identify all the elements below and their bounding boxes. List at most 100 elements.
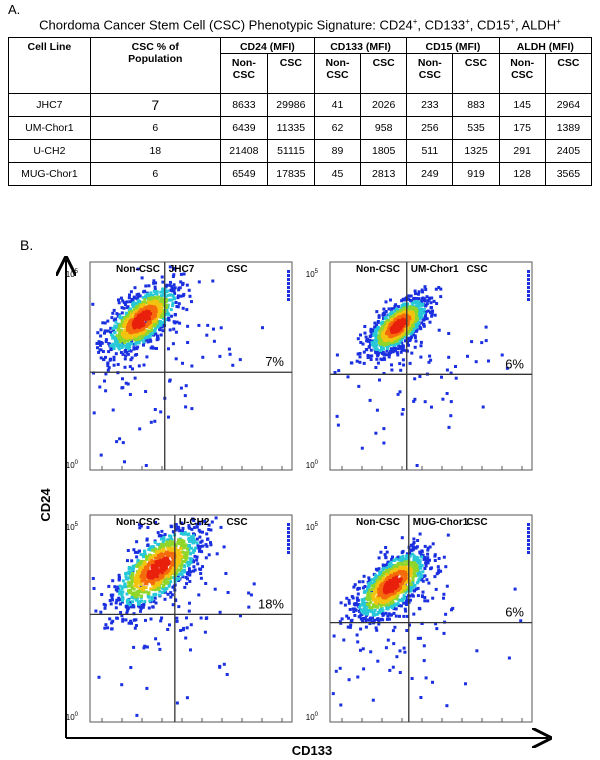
- event-dot: [391, 596, 395, 600]
- table-row: U-CH2 18 21408 51115 89 1805 511 1325 291 2405: [8, 139, 593, 163]
- event-dot: [411, 578, 415, 582]
- event-dot: [393, 349, 397, 353]
- event-dot: [392, 642, 396, 646]
- event-dot: [338, 666, 342, 670]
- event-dot: [155, 290, 159, 294]
- event-dot: [205, 544, 209, 548]
- event-dot: [104, 623, 108, 627]
- event-dot: [386, 342, 390, 346]
- event-dot: [188, 526, 192, 530]
- panel-label: A.: [8, 2, 21, 17]
- event-dot: [163, 564, 166, 568]
- event-dot: [430, 312, 434, 316]
- event-dot: [175, 701, 179, 705]
- event-dot: [382, 307, 386, 311]
- event-dot: [133, 353, 137, 357]
- event-dot: [391, 600, 395, 604]
- event-dot: [165, 550, 169, 554]
- event-dot: [381, 328, 385, 332]
- quadrant-label: Non-CSC: [356, 264, 400, 275]
- event-dot: [130, 356, 134, 360]
- event-dot: [110, 344, 114, 348]
- event-dot: [417, 578, 421, 582]
- event-dot: [183, 531, 187, 534]
- event-dot: [385, 347, 389, 350]
- event-dot: [381, 613, 385, 617]
- event-dot: [127, 591, 131, 595]
- event-dot: [170, 543, 174, 547]
- event-dot: [152, 577, 156, 581]
- event-dot: [109, 330, 112, 334]
- event-dot: [167, 568, 171, 572]
- event-dot: [115, 338, 119, 342]
- event-dot: [381, 352, 385, 355]
- event-dot: [420, 578, 423, 582]
- event-dot: [124, 575, 128, 579]
- event-dot: [167, 415, 170, 419]
- event-dot: [370, 584, 374, 588]
- event-dot: [370, 609, 373, 613]
- event-dot: [182, 272, 186, 276]
- event-dot: [140, 335, 144, 339]
- plot-title: UM-Chor1: [411, 264, 459, 275]
- event-dot: [185, 616, 188, 620]
- event-dot: [115, 440, 119, 444]
- tick-label: 105: [306, 522, 319, 532]
- event-dot: [387, 586, 391, 590]
- event-dot: [145, 537, 149, 541]
- event-dot: [181, 575, 185, 579]
- table-cell: 2026: [360, 93, 408, 117]
- event-dot: [404, 565, 408, 569]
- event-dot: [137, 341, 141, 345]
- event-dot: [160, 571, 164, 575]
- event-dot: [172, 557, 176, 561]
- table-row: MUG-Chor1 6 6549 17835 45 2813 249 919 128 3565: [8, 162, 593, 186]
- event-dot: [139, 312, 143, 316]
- event-dot: [417, 297, 421, 301]
- event-dot: [383, 553, 387, 557]
- event-dot: [133, 591, 137, 595]
- event-dot: [161, 300, 164, 304]
- event-dot: [381, 585, 385, 589]
- event-dot: [356, 640, 360, 644]
- event-dot: [372, 604, 375, 608]
- table-cell: U-CH2: [8, 139, 91, 163]
- event-dot: [130, 621, 133, 625]
- event-dot: [430, 296, 434, 300]
- table-cell: 8633: [219, 93, 268, 117]
- event-dot: [364, 619, 368, 623]
- marker-sup: +: [412, 17, 418, 26]
- event-dot: [392, 330, 396, 334]
- event-dot: [352, 610, 356, 613]
- event-dot: [151, 572, 155, 576]
- event-dot: [158, 589, 162, 593]
- event-dot: [153, 295, 157, 299]
- event-dot: [170, 538, 174, 542]
- event-dot: [411, 548, 415, 552]
- event-dot: [150, 328, 154, 332]
- event-dot: [146, 526, 150, 529]
- event-dot: [161, 555, 165, 559]
- event-dot: [249, 593, 253, 597]
- header-cell: CD15 (MFI): [406, 37, 500, 54]
- event-dot: [226, 591, 230, 594]
- event-dot: [148, 326, 152, 329]
- event-dot: [359, 333, 362, 337]
- event-dot: [115, 312, 119, 316]
- event-dot: [140, 599, 143, 603]
- event-dot: [189, 648, 192, 652]
- event-dot: [287, 543, 290, 546]
- event-dot: [376, 320, 380, 323]
- event-dot: [399, 338, 403, 342]
- event-dot: [339, 621, 343, 625]
- subheader-cell: Non-CSC: [219, 53, 268, 94]
- event-dot: [168, 298, 172, 302]
- event-dot: [219, 326, 223, 330]
- tick-label: 100: [66, 460, 79, 470]
- event-dot: [379, 584, 383, 588]
- event-dot: [134, 314, 138, 318]
- event-dot: [126, 598, 130, 602]
- tick-label: 105: [306, 269, 319, 279]
